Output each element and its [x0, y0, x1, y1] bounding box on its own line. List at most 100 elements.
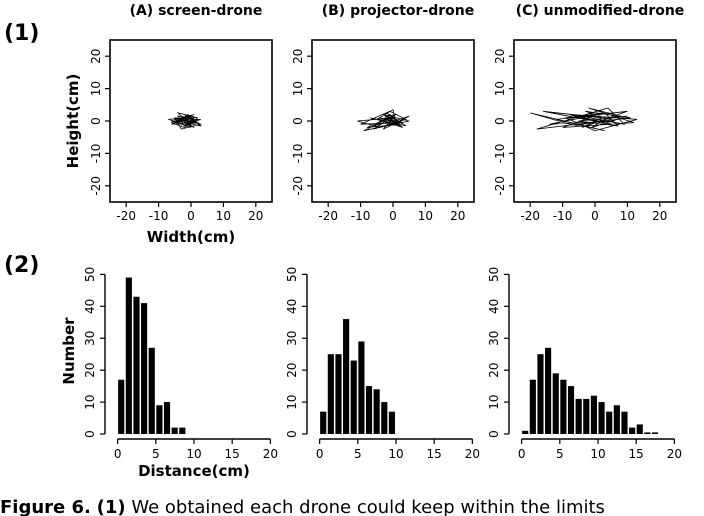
histogram-bar — [651, 432, 659, 434]
histogram-bar — [327, 354, 334, 434]
histogram-bar — [644, 432, 651, 434]
x-tick-label: 10 — [418, 209, 433, 223]
histogram-bar — [373, 389, 380, 434]
histogram-bar — [358, 341, 365, 434]
panel-title-c: (C) unmodified-drone — [516, 3, 685, 19]
histogram-bar — [365, 386, 373, 434]
figure-caption: Figure 6. (1) We obtained each drone cou… — [0, 496, 704, 516]
row-label-1: (1) — [4, 21, 39, 46]
y-tick-label: 10 — [493, 81, 507, 96]
row-label-2: (2) — [4, 253, 39, 278]
x-tick-label: 10 — [620, 209, 635, 223]
y-tick-label: 10 — [89, 81, 103, 96]
histogram-bar — [163, 402, 171, 434]
trajectory-line — [357, 109, 410, 132]
x-tick-label: 20 — [667, 447, 682, 461]
histogram-bar — [636, 424, 643, 434]
y-tick-label: -20 — [89, 176, 103, 196]
x-tick-label: 5 — [354, 447, 362, 461]
histogram-bar — [575, 398, 582, 434]
chart-c2: 0 5 10 15 20 0 10 20 30 40 50 — [487, 267, 682, 461]
histogram-bar — [320, 411, 327, 434]
histogram-bar — [529, 379, 536, 434]
y-tick-label: 40 — [285, 299, 299, 314]
histogram-bar — [537, 354, 544, 434]
y-tick-label: 40 — [487, 299, 501, 314]
histogram-bar — [343, 319, 350, 434]
x-tick-label: -10 — [553, 209, 573, 223]
y-tick-label: 40 — [83, 299, 97, 314]
histogram-bar — [560, 379, 567, 434]
y-tick-label: 0 — [83, 430, 97, 438]
x-tick-label: -20 — [318, 209, 338, 223]
histogram-bar — [613, 405, 620, 434]
x-tick-label: 0 — [389, 209, 397, 223]
trajectory-line — [530, 107, 638, 132]
histogram-bar — [335, 354, 342, 434]
y-tick-label: 10 — [487, 394, 501, 409]
x-tick-label: 5 — [152, 447, 160, 461]
x-tick-label: 0 — [187, 209, 195, 223]
chart-b1: -20 -10 0 10 20 -20 -10 0 10 20 — [291, 39, 475, 223]
chart-c1: -20 -10 0 10 20 -20 -10 0 10 20 — [493, 39, 677, 223]
x-tick-label: -20 — [520, 209, 540, 223]
histogram-bar — [590, 395, 597, 434]
histogram-bar — [621, 411, 628, 434]
y-tick-label: -10 — [493, 144, 507, 164]
y-tick-label: 30 — [83, 331, 97, 346]
histogram-bar — [567, 386, 575, 434]
y-tick-label: -10 — [89, 144, 103, 164]
y-tick-label: -10 — [291, 144, 305, 164]
histogram-bar — [171, 427, 178, 434]
x-tick-label: 10 — [186, 447, 201, 461]
y-tick-label: 0 — [89, 117, 103, 125]
y-tick-label: 50 — [285, 267, 299, 282]
y-tick-label: -20 — [493, 176, 507, 196]
y-tick-label: 50 — [83, 267, 97, 282]
y-axis-label: Height(cm) — [64, 74, 82, 169]
y-tick-label: 20 — [89, 49, 103, 64]
histogram-bar — [350, 360, 357, 434]
x-tick-label: 0 — [518, 447, 526, 461]
y-tick-label: 20 — [83, 363, 97, 378]
chart-b2: 0 5 10 15 20 0 10 20 30 40 50 — [285, 267, 480, 461]
x-tick-label: 0 — [316, 447, 324, 461]
histogram-bar — [388, 411, 395, 434]
panel-title-a: (A) screen-drone — [130, 3, 263, 19]
y-tick-label: 20 — [285, 363, 299, 378]
y-tick-label: 10 — [291, 81, 305, 96]
y-tick-label: 0 — [493, 117, 507, 125]
y-tick-label: 50 — [487, 267, 501, 282]
x-tick-label: 20 — [450, 209, 465, 223]
panel-title-b: (B) projector-drone — [322, 3, 475, 19]
y-tick-label: 10 — [285, 394, 299, 409]
y-tick-label: 10 — [83, 394, 97, 409]
panels: -20 -10 0 10 20 -20 -10 0 10 20 Width(cm) Height(cm… — [60, 39, 682, 480]
y-tick-label: 30 — [285, 331, 299, 346]
x-tick-label: 0 — [114, 447, 122, 461]
x-tick-label: 10 — [216, 209, 231, 223]
x-axis-label: Distance(cm) — [138, 462, 250, 480]
x-tick-label: 20 — [465, 447, 480, 461]
histogram-bar — [545, 347, 552, 434]
x-tick-label: 10 — [388, 447, 403, 461]
x-tick-label: 5 — [556, 447, 564, 461]
x-tick-label: 10 — [590, 447, 605, 461]
histogram-bar — [141, 303, 148, 434]
histogram-bar — [156, 405, 163, 434]
y-tick-label: 0 — [285, 430, 299, 438]
x-tick-label: 0 — [591, 209, 599, 223]
x-tick-label: 15 — [427, 447, 442, 461]
y-tick-label: 20 — [487, 363, 501, 378]
histogram-bar — [118, 379, 125, 434]
x-tick-label: 15 — [225, 447, 240, 461]
y-tick-label: 0 — [291, 117, 305, 125]
histogram-bar — [606, 411, 613, 434]
histogram-bar — [133, 296, 140, 434]
x-axis-label: Width(cm) — [147, 228, 236, 246]
histogram-bar — [148, 347, 155, 434]
histogram-bar — [552, 373, 559, 434]
x-tick-label: 20 — [248, 209, 263, 223]
y-tick-label: 20 — [493, 49, 507, 64]
